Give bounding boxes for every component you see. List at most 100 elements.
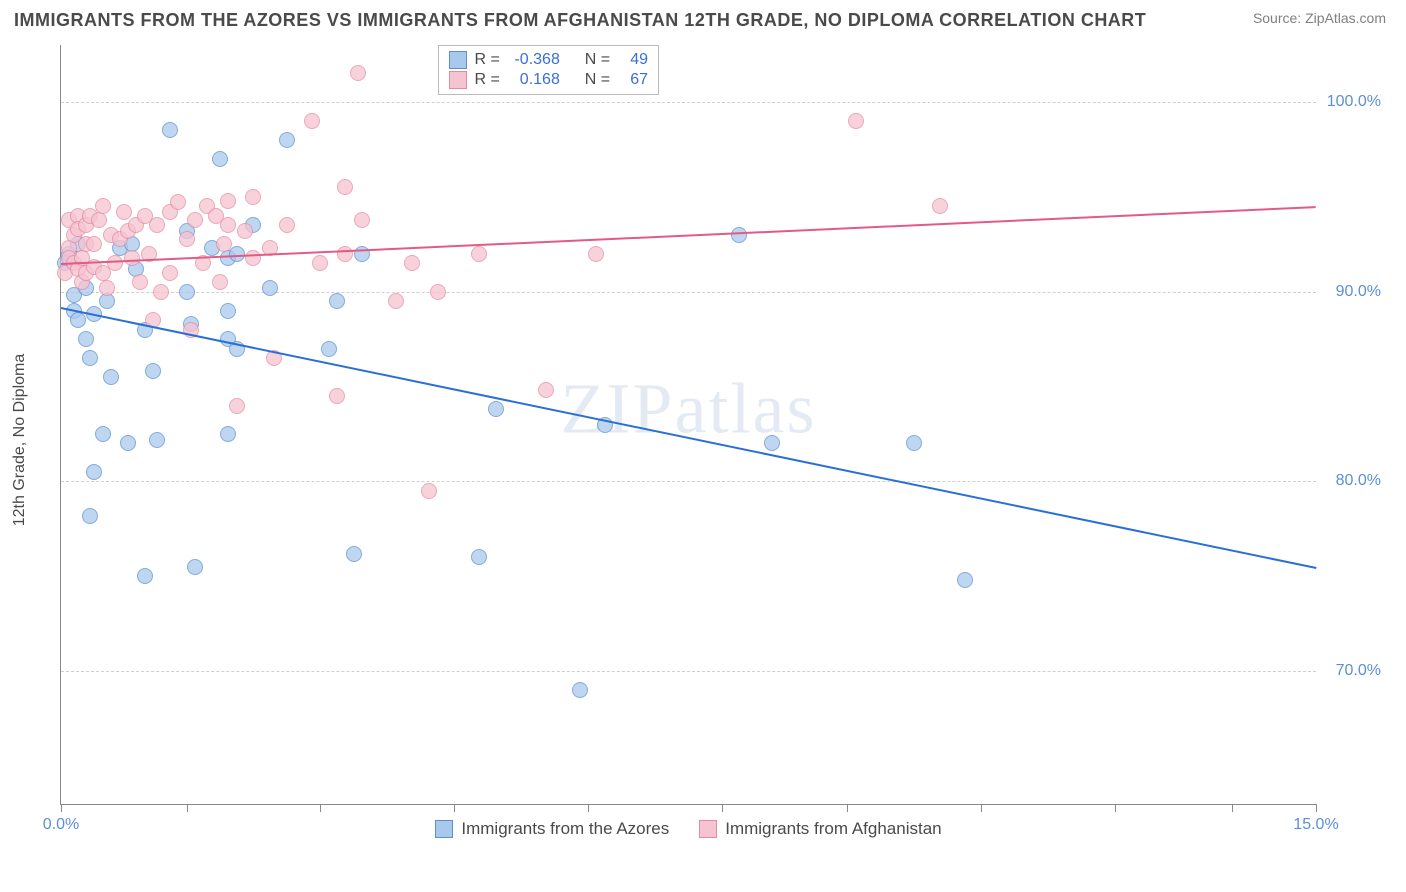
y-tick-label: 90.0% (1321, 283, 1381, 301)
scatter-point (932, 198, 948, 214)
stats-r-value: 0.168 (508, 71, 560, 89)
bottom-legend: Immigrants from the Azores Immigrants fro… (61, 819, 1316, 839)
scatter-point (70, 312, 86, 328)
scatter-point (149, 432, 165, 448)
x-tick (61, 804, 62, 812)
stats-n-label: N = (585, 51, 610, 69)
stats-r-label: R = (475, 71, 500, 89)
scatter-point (132, 274, 148, 290)
x-tick (1115, 804, 1116, 812)
legend-swatch (435, 820, 453, 838)
scatter-point (95, 198, 111, 214)
scatter-point (304, 113, 320, 129)
stats-box: R =-0.368 N =49R =0.168 N =67 (438, 45, 660, 95)
scatter-point (78, 331, 94, 347)
x-tick (320, 804, 321, 812)
legend-swatch (449, 51, 467, 69)
scatter-point (245, 189, 261, 205)
scatter-point (245, 250, 261, 266)
stats-row: R =0.168 N =67 (449, 70, 649, 90)
stats-row: R = -0.368 N = 49 (449, 50, 649, 70)
scatter-point (906, 435, 922, 451)
scatter-point (421, 483, 437, 499)
scatter-point (220, 193, 236, 209)
scatter-point (957, 572, 973, 588)
x-tick-label: 0.0% (43, 816, 79, 834)
x-tick (588, 804, 589, 812)
gridline (61, 671, 1316, 672)
x-tick (1232, 804, 1233, 812)
scatter-point (179, 231, 195, 247)
scatter-point (162, 265, 178, 281)
scatter-point (312, 255, 328, 271)
scatter-point (471, 549, 487, 565)
scatter-point (124, 250, 140, 266)
plot-area: ZIPatlas R =-0.368 N =49R =0.168 N =67 I… (60, 45, 1316, 805)
x-tick (722, 804, 723, 812)
legend-swatch (699, 820, 717, 838)
scatter-point (162, 122, 178, 138)
scatter-point (212, 274, 228, 290)
legend-item: Immigrants from the Azores (435, 819, 669, 839)
scatter-point (145, 363, 161, 379)
chart-title: IMMIGRANTS FROM THE AZORES VS IMMIGRANTS… (14, 10, 1146, 31)
scatter-point (404, 255, 420, 271)
scatter-point (588, 246, 604, 262)
scatter-point (329, 388, 345, 404)
scatter-point (764, 435, 780, 451)
gridline (61, 102, 1316, 103)
scatter-point (262, 280, 278, 296)
source-label: Source: ZipAtlas.com (1253, 10, 1386, 26)
trend-line (61, 307, 1316, 569)
stats-r-label: R = (475, 51, 500, 69)
scatter-point (321, 341, 337, 357)
scatter-point (337, 246, 353, 262)
scatter-point (471, 246, 487, 262)
scatter-point (120, 435, 136, 451)
x-tick (847, 804, 848, 812)
scatter-point (82, 508, 98, 524)
scatter-point (279, 217, 295, 233)
stats-r-value: -0.368 (508, 51, 560, 69)
scatter-point (170, 194, 186, 210)
chart-container: 12th Grade, No Diploma ZIPatlas R =-0.36… (50, 35, 1386, 845)
scatter-point (116, 204, 132, 220)
scatter-point (388, 293, 404, 309)
scatter-point (149, 217, 165, 233)
scatter-point (220, 303, 236, 319)
stats-n-label: N = (585, 71, 610, 89)
scatter-point (212, 151, 228, 167)
scatter-point (95, 426, 111, 442)
scatter-point (279, 132, 295, 148)
gridline (61, 292, 1316, 293)
legend-item: Immigrants from Afghanistan (699, 819, 941, 839)
scatter-point (329, 293, 345, 309)
scatter-point (731, 227, 747, 243)
scatter-point (220, 426, 236, 442)
scatter-point (187, 559, 203, 575)
y-tick-label: 70.0% (1321, 662, 1381, 680)
scatter-point (237, 223, 253, 239)
x-tick (187, 804, 188, 812)
scatter-point (229, 398, 245, 414)
scatter-point (86, 236, 102, 252)
x-tick-label: 15.0% (1293, 816, 1338, 834)
x-tick (981, 804, 982, 812)
stats-n-value: 49 (618, 51, 648, 69)
legend-label: Immigrants from the Azores (461, 819, 669, 839)
scatter-point (187, 212, 203, 228)
legend-label: Immigrants from Afghanistan (725, 819, 941, 839)
scatter-point (430, 284, 446, 300)
x-tick (454, 804, 455, 812)
scatter-point (99, 280, 115, 296)
scatter-point (350, 65, 366, 81)
scatter-point (346, 546, 362, 562)
scatter-point (216, 236, 232, 252)
scatter-point (107, 255, 123, 271)
scatter-point (82, 350, 98, 366)
scatter-point (86, 464, 102, 480)
scatter-point (103, 369, 119, 385)
scatter-point (538, 382, 554, 398)
y-tick-label: 100.0% (1321, 93, 1381, 111)
scatter-point (137, 568, 153, 584)
